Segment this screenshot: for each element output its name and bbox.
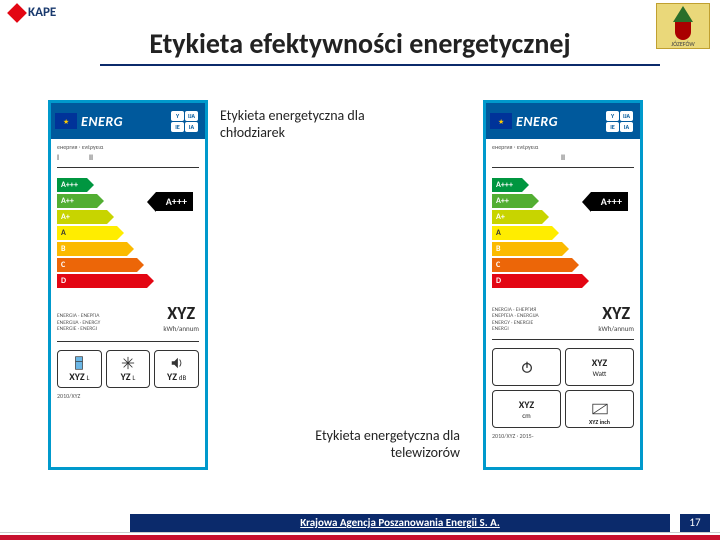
caption-tv: Etykieta energetyczna dla telewizorów — [280, 428, 460, 462]
bar: A++ — [57, 194, 97, 208]
eu-flag-icon — [55, 113, 77, 129]
divider — [492, 339, 634, 340]
mid-spec: ENERGIA · ENEPΓIA ENERGIJA · ENERGY ENER… — [57, 302, 199, 333]
pill-cm: XYZ cm — [492, 390, 561, 428]
pill-noise: YZ dB — [154, 350, 199, 388]
bar: B — [492, 242, 562, 256]
bottom-row2: XYZ cm XYZ inch — [492, 390, 634, 428]
label-row2: I II — [57, 153, 199, 163]
fridge-icon — [71, 356, 87, 370]
rating-bars: A+++ A+++ A++ A+ A B C D — [57, 178, 199, 288]
snowflake-icon — [120, 356, 136, 370]
label-header: ENERG Y IJA IE IA — [486, 103, 640, 139]
caption-line: chłodziarek — [220, 125, 365, 142]
label-header: ENERG Y IJA IE IA — [51, 103, 205, 139]
bar: C — [57, 258, 137, 272]
divider — [57, 167, 199, 168]
energ-word: ENERG — [81, 113, 167, 130]
label-footer: 2010/XYZ — [57, 392, 199, 400]
kape-text: KAPE — [28, 5, 56, 20]
bar: D — [57, 274, 147, 288]
page-number: 17 — [680, 514, 710, 532]
pill-fridge: XYZ L — [57, 350, 102, 388]
footer-stripe-red — [0, 535, 720, 540]
label-footer: 2010/XYZ · 2015- — [492, 432, 634, 440]
page-title: Etykieta efektywności energetycznej — [0, 26, 720, 61]
bottom-section: XYZ L YZ L YZ dB — [57, 350, 199, 388]
rating-arrow: A+++ — [591, 192, 628, 211]
bar: D — [492, 274, 582, 288]
pill-power — [492, 348, 561, 386]
divider — [57, 341, 199, 342]
bottom-section: XYZ Watt XYZ cm XYZ inch — [492, 348, 634, 428]
page-footer: Krajowa Agencja Poszanowania Energii S. … — [0, 512, 720, 540]
bar: A — [57, 226, 117, 240]
bar: A+ — [57, 210, 107, 224]
header-badges: Y IJA IE IA — [171, 111, 201, 132]
bar: B — [57, 242, 127, 256]
caption-line: Etykieta energetyczna dla — [220, 108, 365, 125]
sound-icon — [169, 356, 185, 370]
bottom-row1: XYZ Watt — [492, 348, 634, 386]
caption-fridge: Etykieta energetyczna dla chłodziarek — [220, 108, 365, 142]
footer-text: Krajowa Agencja Poszanowania Energii S. … — [130, 514, 670, 532]
mid-labels: ENERGIA · ЕНЕРГИЯ ΕΝΕΡΓΕΙΑ · ENERGIJA EN… — [492, 307, 539, 333]
energ-word: ENERG — [516, 113, 602, 130]
label-subtext: енергия · ενέργεια — [57, 143, 199, 151]
header-badges: Y IJA IE IA — [606, 111, 636, 132]
bar: C — [492, 258, 572, 272]
rating-arrow: A+++ — [156, 192, 193, 211]
bar: A+++ — [492, 178, 522, 192]
tree-icon — [673, 6, 693, 22]
logo-kape: KAPE — [10, 5, 56, 20]
kape-diamond-icon — [7, 3, 27, 23]
rating-bars: A+++ A+++ A++ A+ A B C D — [492, 178, 634, 288]
diagonal-icon — [592, 402, 608, 416]
bottom-row: XYZ L YZ L YZ dB — [57, 350, 199, 388]
power-icon — [519, 360, 535, 374]
mid-labels: ENERGIA · ENEPΓIA ENERGIJA · ENERGY ENER… — [57, 313, 100, 333]
bar: A+ — [492, 210, 542, 224]
mid-value: XYZ kWh/annum — [598, 302, 634, 333]
bar: A++ — [492, 194, 532, 208]
eu-flag-icon — [490, 113, 512, 129]
label-row2: II — [492, 153, 634, 163]
bar: A+++ — [57, 178, 87, 192]
mid-value: XYZ kWh/annum — [163, 302, 199, 333]
pill-inch: XYZ inch — [565, 390, 634, 428]
energy-label-fridge: ENERG Y IJA IE IA енергия · ενέργεια I I… — [48, 100, 208, 470]
energy-label-tv: ENERG Y IJA IE IA енергия · ενέργεια II … — [483, 100, 643, 470]
caption-line: Etykieta energetyczna dla — [280, 428, 460, 445]
bar: A — [492, 226, 552, 240]
caption-line: telewizorów — [280, 445, 460, 462]
pill-watt: XYZ Watt — [565, 348, 634, 386]
pill-freezer: YZ L — [106, 350, 151, 388]
label-subtext: енергия · ενέργεια — [492, 143, 634, 151]
title-underline — [100, 64, 660, 66]
mid-spec: ENERGIA · ЕНЕРГИЯ ΕΝΕΡΓΕΙΑ · ENERGIJA EN… — [492, 302, 634, 333]
divider — [492, 167, 634, 168]
